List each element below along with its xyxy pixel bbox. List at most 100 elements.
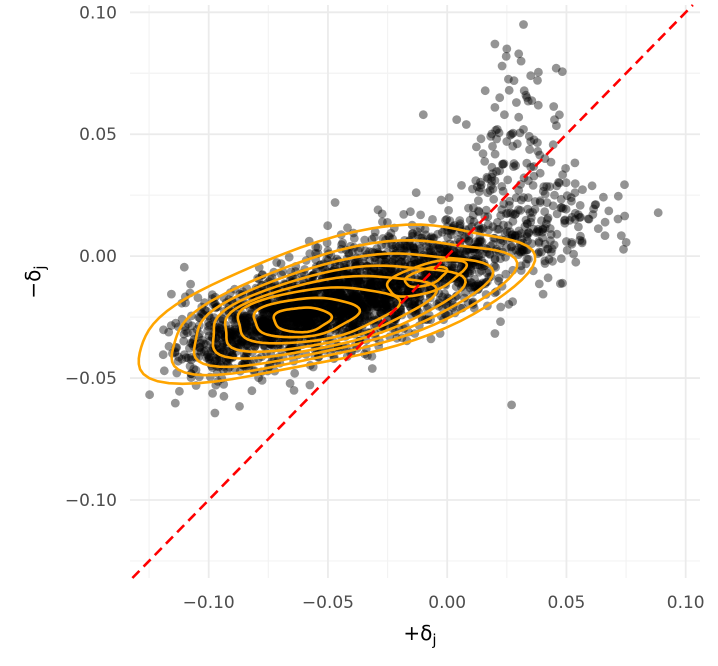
data-point	[469, 247, 479, 256]
data-point	[282, 318, 292, 327]
data-point	[476, 225, 486, 234]
data-point	[276, 301, 286, 311]
data-point	[349, 290, 358, 299]
data-point	[468, 184, 477, 194]
data-point	[613, 191, 623, 201]
data-point	[175, 386, 184, 396]
data-point	[386, 300, 395, 309]
data-point	[316, 313, 326, 323]
data-point	[363, 290, 373, 300]
data-point	[367, 296, 377, 305]
data-point	[212, 356, 222, 366]
data-point	[316, 297, 326, 307]
data-point	[218, 340, 228, 349]
data-point	[331, 290, 341, 300]
data-point	[345, 304, 354, 314]
data-point	[286, 308, 296, 318]
data-point	[376, 293, 385, 303]
data-point	[338, 302, 348, 312]
data-point	[299, 310, 309, 319]
data-point	[541, 219, 551, 229]
data-point	[502, 243, 511, 252]
data-point	[260, 342, 270, 352]
data-point	[490, 176, 500, 186]
data-point	[502, 44, 512, 54]
data-point	[242, 322, 252, 332]
data-point	[543, 215, 552, 225]
data-point	[375, 308, 385, 318]
data-point	[264, 320, 274, 330]
data-point	[289, 322, 299, 331]
data-point	[468, 203, 478, 213]
data-point	[145, 390, 155, 400]
data-point	[613, 214, 623, 224]
data-point	[260, 324, 269, 333]
data-point	[472, 142, 481, 152]
data-point	[464, 203, 473, 213]
data-point	[380, 257, 389, 267]
data-point	[259, 307, 269, 316]
data-point	[425, 245, 435, 255]
data-point	[441, 215, 450, 225]
data-point	[360, 312, 369, 322]
data-point	[548, 256, 557, 266]
data-point	[339, 304, 349, 313]
data-point	[562, 237, 571, 246]
data-point	[387, 240, 396, 250]
data-point	[455, 245, 464, 255]
data-point	[230, 323, 240, 333]
data-point	[443, 233, 453, 242]
data-point	[285, 314, 294, 323]
data-point	[177, 354, 187, 364]
data-point	[464, 236, 473, 246]
data-point	[210, 356, 220, 366]
data-point	[186, 338, 196, 348]
data-point	[552, 181, 562, 191]
data-point	[300, 320, 310, 329]
data-point	[325, 302, 335, 312]
data-point	[494, 273, 504, 283]
data-point	[547, 244, 557, 254]
data-point	[620, 180, 629, 190]
data-point	[356, 313, 366, 323]
y-axis-title-subscript: j	[31, 265, 49, 270]
data-point	[242, 319, 252, 329]
data-point	[262, 310, 271, 319]
data-point	[378, 283, 388, 293]
data-point	[464, 236, 474, 246]
data-point	[332, 317, 342, 327]
data-point	[205, 320, 215, 330]
data-point	[380, 298, 390, 307]
x-axis-title: +δj	[403, 621, 436, 649]
data-point	[330, 287, 339, 297]
data-point	[295, 314, 305, 323]
data-point	[490, 39, 500, 49]
data-point	[259, 314, 269, 323]
data-point	[339, 309, 348, 318]
data-point	[490, 254, 500, 263]
data-point	[266, 323, 276, 333]
data-point	[369, 232, 379, 242]
data-point	[226, 325, 235, 334]
data-point	[311, 298, 321, 307]
data-point	[351, 291, 361, 301]
data-point	[311, 298, 320, 307]
data-point	[303, 322, 313, 331]
data-point	[386, 228, 396, 238]
data-point	[212, 354, 222, 363]
data-point	[408, 228, 418, 238]
data-point	[477, 237, 487, 247]
data-point	[181, 326, 190, 335]
data-point	[319, 311, 328, 321]
data-point	[457, 181, 466, 190]
data-point	[409, 296, 419, 306]
data-point	[245, 322, 255, 331]
data-point	[466, 250, 476, 260]
data-point	[348, 321, 358, 330]
data-point	[525, 145, 534, 154]
data-point	[300, 318, 309, 327]
data-point	[407, 229, 417, 239]
data-point	[341, 303, 350, 312]
data-point	[171, 318, 181, 328]
data-point	[374, 295, 384, 305]
